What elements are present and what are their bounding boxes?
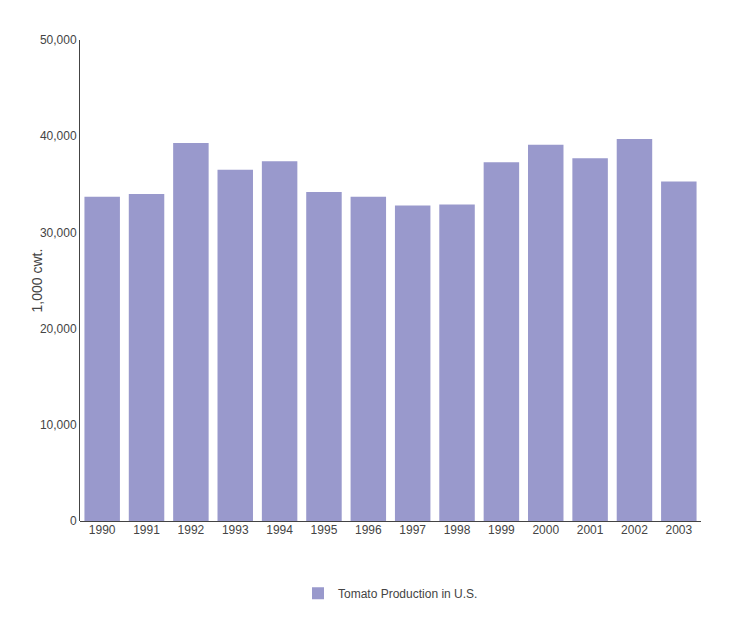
svg-text:2000: 2000 (532, 523, 559, 537)
svg-text:1997: 1997 (399, 523, 426, 537)
svg-text:1992: 1992 (178, 523, 205, 537)
svg-text:50,000: 50,000 (40, 33, 77, 47)
svg-text:0: 0 (70, 514, 77, 528)
svg-text:1996: 1996 (355, 523, 382, 537)
svg-text:2003: 2003 (665, 523, 692, 537)
svg-text:1994: 1994 (266, 523, 293, 537)
svg-text:1998: 1998 (444, 523, 471, 537)
svg-text:1991: 1991 (133, 523, 160, 537)
svg-text:20,000: 20,000 (40, 322, 77, 336)
svg-text:1990: 1990 (89, 523, 116, 537)
svg-text:30,000: 30,000 (40, 226, 77, 240)
svg-text:1995: 1995 (311, 523, 338, 537)
svg-text:Tomato Production in U.S.: Tomato Production in U.S. (338, 587, 477, 601)
svg-text:10,000: 10,000 (40, 418, 77, 432)
svg-text:2002: 2002 (621, 523, 648, 537)
svg-text:40,000: 40,000 (40, 129, 77, 143)
svg-text:1999: 1999 (488, 523, 515, 537)
svg-text:1,000 cwt.: 1,000 cwt. (29, 249, 45, 313)
svg-text:2001: 2001 (577, 523, 604, 537)
svg-text:1993: 1993 (222, 523, 249, 537)
